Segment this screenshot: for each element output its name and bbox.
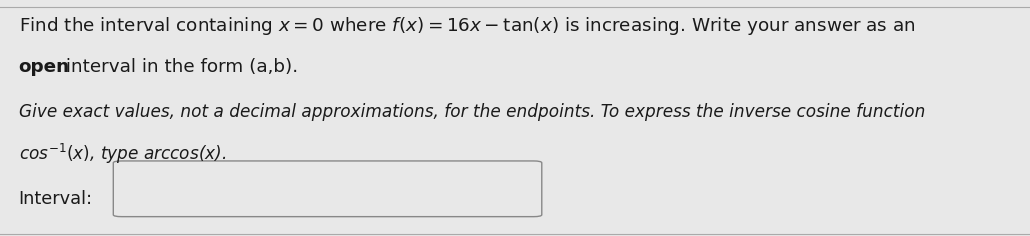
Text: interval in the form (a,b).: interval in the form (a,b). — [60, 58, 298, 76]
Text: $\mathit{cos}^{-1}(x)$, type arccos(x).: $\mathit{cos}^{-1}(x)$, type arccos(x). — [19, 142, 226, 166]
Text: Interval:: Interval: — [19, 190, 93, 208]
FancyBboxPatch shape — [113, 161, 542, 217]
Text: open: open — [19, 58, 70, 76]
Text: Give exact values, not a decimal approximations, for the endpoints. To express t: Give exact values, not a decimal approxi… — [19, 103, 925, 121]
Text: Find the interval containing $x=0$ where $f(x)=16x-\tan(x)$ is increasing. Write: Find the interval containing $x=0$ where… — [19, 15, 916, 37]
